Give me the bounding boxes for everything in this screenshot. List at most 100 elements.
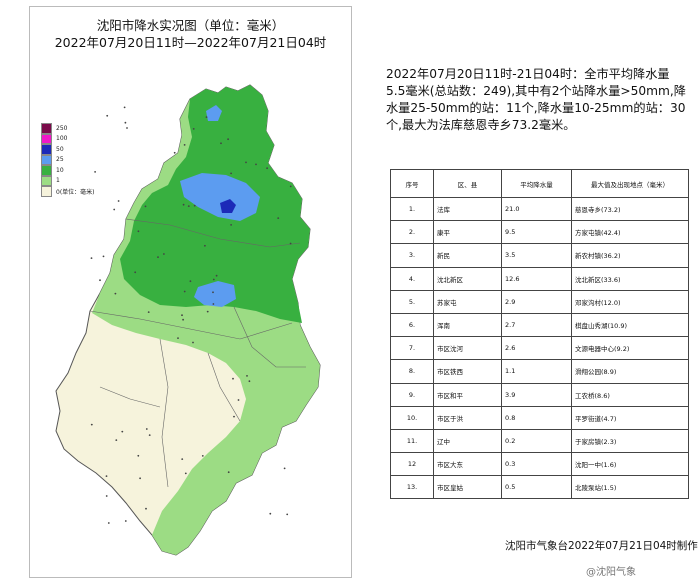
station-dot — [266, 167, 268, 170]
rain-zone-25-50 — [180, 173, 260, 221]
station-dot — [269, 512, 272, 515]
legend-item: 50 — [41, 144, 95, 155]
row-index: 12 — [390, 452, 434, 477]
legend-label: 10 — [56, 166, 64, 174]
row-average: 9.5 — [501, 220, 572, 245]
station-dot — [233, 415, 235, 418]
row-index: 2. — [390, 220, 434, 245]
row-index: 6. — [390, 312, 434, 338]
district-boundary — [99, 386, 161, 408]
table-header-row: 序号 区、县 平均降水量 最大值及出现地点（毫米） — [390, 169, 689, 198]
legend-label: 50 — [56, 145, 64, 153]
table-row: 4. 沈北新区 12.6 沈北新区(33.6) — [390, 266, 689, 291]
station-dot — [286, 513, 289, 516]
row-maximum: 平罗街道(4.7) — [571, 405, 689, 430]
table-row: 9. 市区和平 3.9 工农桥(8.6) — [390, 382, 689, 407]
station-dot — [230, 224, 233, 226]
station-dot — [145, 507, 147, 510]
table-row: 11. 辽中 0.2 于家房镇(2.3) — [390, 428, 689, 454]
row-index: 4. — [390, 266, 434, 291]
legend-item: 0(单位：毫米) — [41, 186, 95, 197]
station-dot — [246, 375, 248, 377]
table-row: 3. 新民 3.5 新农村镇(36.2) — [390, 243, 689, 268]
station-dot — [106, 114, 109, 117]
station-dot — [187, 205, 190, 208]
row-maximum: 邓家沟村(12.0) — [571, 289, 689, 314]
row-index: 9. — [390, 382, 434, 407]
station-dot — [147, 311, 150, 313]
station-dot — [283, 467, 286, 470]
station-dot — [212, 303, 215, 305]
row-average: 0.2 — [501, 428, 572, 454]
table-row: 6. 浑南 2.7 棋盘山秀湖(10.9) — [390, 312, 689, 338]
row-index: 1. — [390, 196, 434, 222]
station-dot — [148, 434, 151, 436]
district-rainfall-table: 序号 区、县 平均降水量 最大值及出现地点（毫米） 1. 法库 21.0 慈恩寺乡(7… — [390, 169, 689, 500]
station-dot — [90, 423, 93, 426]
legend-swatch — [41, 175, 52, 186]
row-index: 7. — [390, 336, 434, 361]
table-row: 13. 市区皇姑 0.5 北陵泵站(1.5) — [390, 475, 689, 500]
row-maximum: 方家屯镇(42.4) — [571, 220, 689, 245]
legend-swatch — [41, 165, 52, 176]
station-dot — [289, 185, 292, 188]
header-index: 序号 — [390, 169, 434, 198]
row-district: 市区大东 — [433, 452, 502, 477]
station-dot — [137, 454, 140, 457]
legend-swatch — [41, 133, 52, 144]
station-dot — [204, 244, 206, 247]
station-dot — [123, 106, 126, 109]
row-maximum: 滑翔公园(8.9) — [571, 359, 689, 384]
table-row: 8. 市区铁西 1.1 滑翔公园(8.9) — [390, 359, 689, 384]
row-average: 3.5 — [501, 243, 572, 268]
row-district: 辽中 — [433, 428, 502, 454]
station-dot — [121, 430, 124, 433]
station-dot — [237, 399, 240, 401]
station-dot — [145, 428, 148, 430]
legend-label: 250 — [56, 124, 68, 132]
row-average: 12.6 — [501, 266, 572, 291]
station-dot — [212, 291, 214, 294]
rainfall-map-panel: 沈阳市降水实况图（单位：毫米） 2022年07月20日11时—2022年07月2… — [29, 6, 352, 578]
table-body: 1. 法库 21.0 慈恩寺乡(73.2) 2. 康平 9.5 方家屯镇(42.4) 3. 新民 3… — [390, 196, 689, 500]
row-district: 市区皇姑 — [433, 475, 502, 500]
row-average: 21.0 — [501, 196, 572, 222]
table-row: 10. 市区于洪 0.8 平罗街道(4.7) — [390, 405, 689, 430]
district-boundary — [233, 306, 306, 368]
station-dot — [183, 290, 186, 293]
station-dot — [90, 257, 93, 259]
legend-swatch — [41, 186, 52, 197]
row-average: 0.3 — [501, 452, 572, 477]
row-average: 1.1 — [501, 359, 572, 384]
row-maximum: 沈北新区(33.6) — [571, 266, 689, 291]
map-subtitle: 2022年07月20日11时—2022年07月21日04时 — [54, 35, 327, 50]
table-row: 2. 康平 9.5 方家屯镇(42.4) — [390, 220, 689, 245]
row-maximum: 北陵泵站(1.5) — [571, 475, 689, 500]
row-index: 5. — [390, 289, 434, 314]
row-maximum: 慈恩寺乡(73.2) — [571, 196, 689, 222]
legend-swatch — [41, 144, 52, 155]
station-dot — [277, 217, 280, 220]
legend-label: 0(单位：毫米) — [56, 188, 95, 196]
station-dot — [137, 230, 140, 233]
header-district: 区、县 — [433, 169, 502, 198]
station-dot — [173, 151, 176, 154]
row-index: 3. — [390, 243, 434, 268]
station-dot — [163, 253, 165, 255]
row-maximum: 棋盘山秀湖(10.9) — [571, 312, 689, 338]
legend-label: 100 — [56, 135, 68, 143]
row-average: 3.9 — [501, 382, 572, 407]
station-dot — [227, 471, 230, 474]
row-district: 沈北新区 — [433, 266, 502, 291]
row-average: 2.9 — [501, 289, 572, 314]
station-dot — [182, 203, 185, 206]
station-dot — [99, 279, 101, 282]
station-dot — [102, 255, 105, 258]
station-dot — [124, 520, 127, 522]
row-district: 法库 — [433, 196, 502, 222]
row-district: 浑南 — [433, 312, 502, 338]
row-index: 10. — [390, 405, 434, 430]
station-dot — [113, 208, 116, 211]
station-dot — [192, 128, 195, 130]
station-dot — [183, 144, 186, 146]
